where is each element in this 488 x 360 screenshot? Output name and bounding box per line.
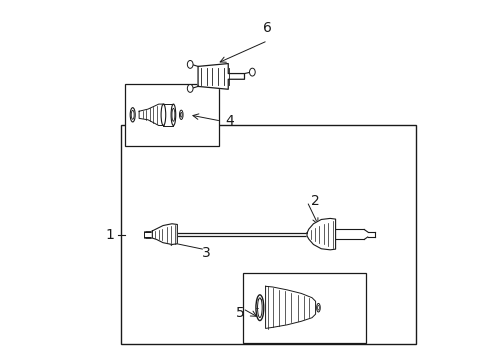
Ellipse shape: [187, 85, 193, 92]
Ellipse shape: [161, 104, 165, 126]
Ellipse shape: [187, 60, 193, 68]
Text: 4: 4: [224, 114, 233, 128]
Ellipse shape: [255, 295, 263, 320]
Text: 1: 1: [105, 228, 114, 242]
Text: 6: 6: [263, 21, 272, 35]
Ellipse shape: [249, 68, 255, 76]
Text: 3: 3: [201, 246, 210, 260]
Ellipse shape: [171, 104, 175, 126]
Text: 2: 2: [310, 194, 319, 208]
Bar: [242, 273, 365, 342]
Ellipse shape: [179, 110, 183, 120]
Polygon shape: [265, 286, 315, 328]
Ellipse shape: [257, 298, 262, 318]
Ellipse shape: [316, 303, 320, 312]
Ellipse shape: [130, 108, 135, 122]
Polygon shape: [152, 224, 177, 244]
Ellipse shape: [180, 112, 182, 117]
Ellipse shape: [317, 305, 319, 310]
Bar: [124, 84, 219, 146]
Bar: [163, 104, 173, 126]
Ellipse shape: [172, 108, 175, 121]
Polygon shape: [198, 64, 244, 89]
Bar: [121, 125, 415, 344]
Polygon shape: [139, 104, 164, 126]
Text: 5: 5: [235, 306, 244, 320]
Ellipse shape: [131, 111, 134, 119]
Polygon shape: [306, 219, 335, 250]
